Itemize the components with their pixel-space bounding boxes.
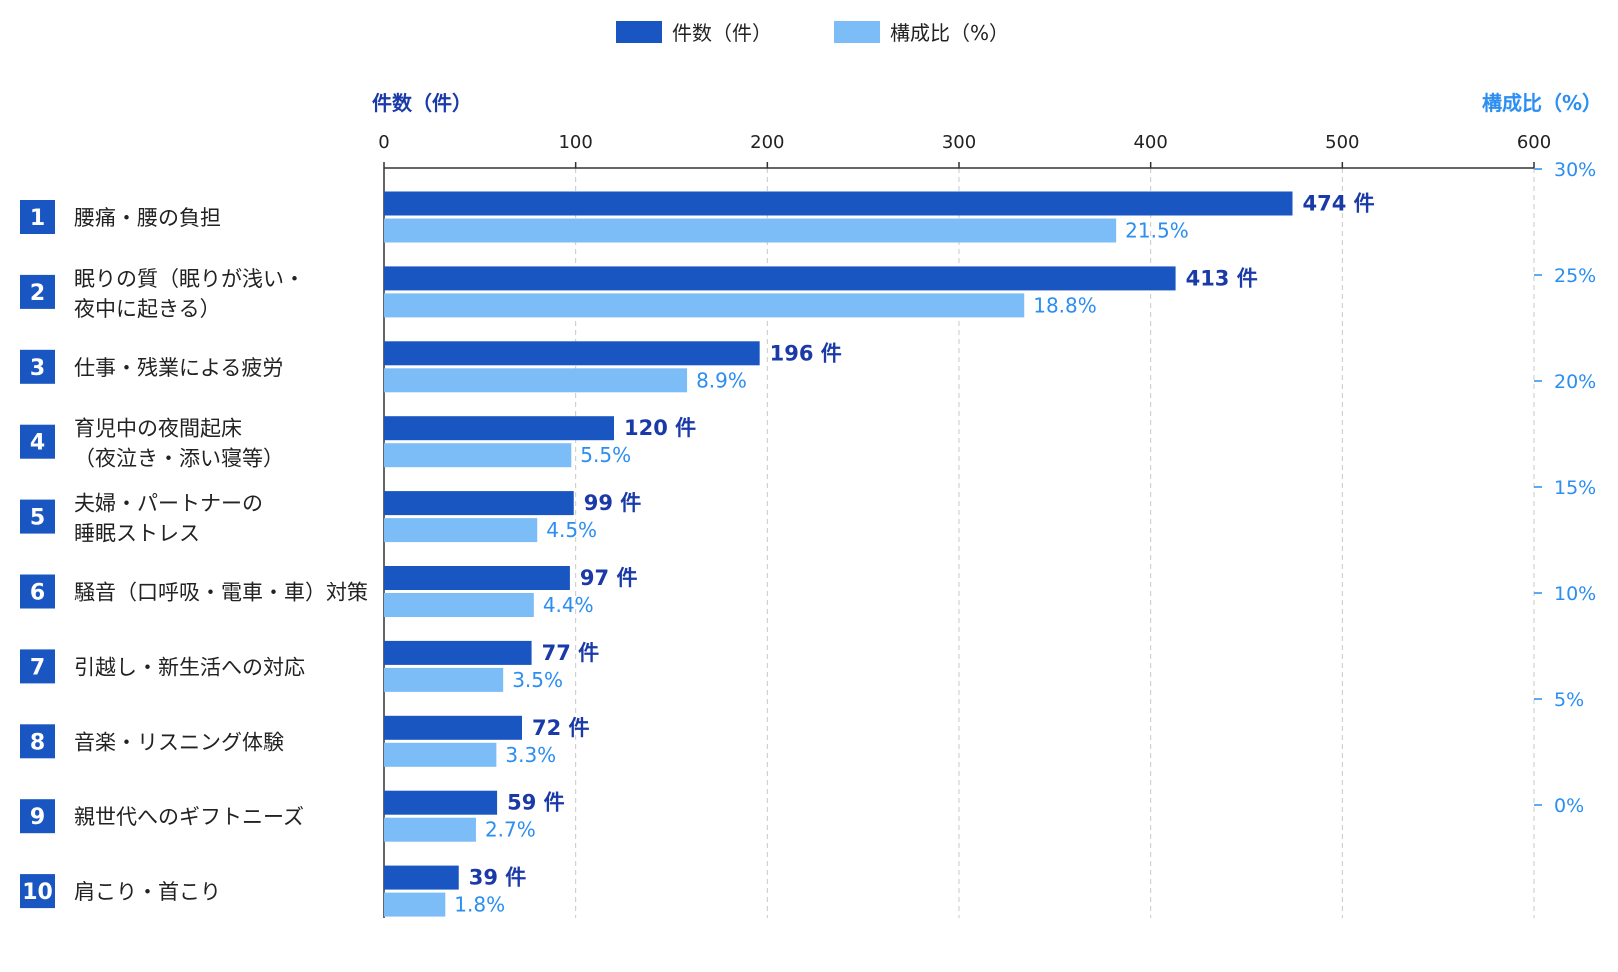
rank-badge: [20, 424, 55, 459]
rank-number: 7: [30, 655, 45, 680]
category-labels: 1 腰痛・腰の負担 2 眠りの質（眠りが浅い・夜中に起きる） 3 仕事・残業による疲労 4 育…: [20, 200, 368, 909]
category-label: 夜中に起きる）: [74, 297, 221, 321]
count-bar: [384, 790, 498, 815]
rank-number: 3: [30, 356, 45, 381]
right-axis-tick-label: 0%: [1554, 795, 1584, 817]
ratio-bar: [384, 892, 446, 917]
ratio-bar: [384, 443, 572, 468]
ratio-value-label: 2.7%: [485, 818, 536, 842]
count-bar: [384, 341, 760, 366]
top-axis-title: 件数（件）: [372, 91, 472, 115]
ratio-bar: [384, 593, 534, 617]
right-axis-title: 構成比（%）: [1482, 91, 1602, 115]
count-value-label: 77 件: [542, 641, 600, 665]
rank-number: 9: [30, 805, 45, 830]
legend-swatch-count: [616, 21, 662, 43]
category-label: 睡眠ストレス: [74, 522, 200, 546]
ratio-value-label: 21.5%: [1125, 219, 1189, 243]
rank-badge: [20, 200, 55, 234]
category-label: 親世代へのギフトニーズ: [74, 805, 304, 829]
rank-number: 5: [30, 506, 45, 531]
ratio-value-label: 18.8%: [1033, 293, 1097, 317]
count-bar: [384, 491, 574, 516]
count-bar: [384, 191, 1293, 216]
ratio-value-label: 4.5%: [546, 518, 597, 542]
grid-lines: [575, 168, 1535, 918]
bars: 474 件 21.5% 413 件 18.8% 196 件 8.9%120 件 5.5% 99…: [384, 191, 1375, 917]
category-label: 引越し・新生活への対応: [74, 655, 305, 679]
category-label: 夫婦・パートナーの: [74, 492, 263, 516]
rank-badge: [20, 874, 55, 909]
category-label: 音楽・リスニング体験: [74, 730, 284, 754]
rank-badge: [20, 349, 55, 384]
ratio-value-label: 5.5%: [580, 443, 631, 467]
top-axis-tick-label: 300: [942, 132, 976, 153]
count-value-label: 72 件: [532, 716, 590, 740]
count-value-label: 39 件: [469, 866, 527, 890]
ratio-bar: [384, 667, 504, 692]
rank-number: 1: [30, 206, 45, 231]
ratio-value-label: 1.8%: [454, 893, 505, 917]
ratio-value-label: 3.5%: [512, 668, 563, 692]
category-label: 育児中の夜間起床: [74, 417, 242, 441]
count-value-label: 196 件: [770, 341, 842, 365]
count-value-label: 120 件: [624, 416, 696, 440]
rank-badge: [20, 274, 55, 309]
count-value-label: 474 件: [1303, 192, 1375, 216]
count-bar: [384, 640, 532, 665]
legend-label-count: 件数（件）: [672, 21, 772, 45]
count-value-label: 99 件: [584, 491, 642, 515]
rank-number: 4: [30, 431, 45, 456]
rank-badge: [20, 649, 55, 684]
rank-number: 6: [30, 581, 45, 606]
top-axis-tick-label: 400: [1133, 132, 1167, 153]
category-label: 眠りの質（眠りが浅い・: [74, 267, 305, 291]
right-axis-tick-label: 20%: [1554, 371, 1596, 393]
ratio-bar: [384, 817, 476, 842]
category-label: 肩こり・首こり: [74, 880, 221, 904]
top-axis-tick-label: 500: [1325, 132, 1359, 153]
ratio-bar: [384, 368, 688, 393]
legend: 件数（件） 構成比（%）: [616, 21, 1009, 45]
category-label: 仕事・残業による疲労: [74, 356, 283, 380]
right-axis-tick-label: 10%: [1554, 583, 1596, 605]
count-bar: [384, 566, 570, 590]
top-axis-tick-label: 200: [750, 132, 784, 153]
top-axis-tick-label: 600: [1517, 132, 1551, 153]
category-label: （夜泣き・添い寝等）: [74, 447, 284, 471]
ratio-value-label: 8.9%: [696, 368, 747, 392]
count-bar: [384, 715, 522, 740]
rank-number: 8: [30, 730, 45, 755]
rank-badge: [20, 799, 55, 834]
count-value-label: 97 件: [580, 566, 638, 590]
right-axis-tick-label: 30%: [1554, 159, 1596, 181]
rank-badge: [20, 499, 55, 534]
legend-swatch-ratio: [834, 21, 880, 43]
category-label: 腰痛・腰の負担: [74, 206, 221, 230]
rank-badge: [20, 574, 55, 609]
top-axis-tick-label: 0: [378, 132, 389, 153]
ratio-bar: [384, 218, 1117, 243]
ratio-value-label: 4.4%: [543, 593, 594, 617]
count-value-label: 413 件: [1186, 266, 1258, 290]
ratio-bar: [384, 293, 1025, 318]
count-value-label: 59 件: [507, 791, 565, 815]
top-axis-tick-label: 100: [558, 132, 592, 153]
ratio-value-label: 3.3%: [505, 743, 556, 767]
rank-number: 2: [30, 281, 45, 306]
rank-number: 10: [22, 880, 53, 905]
count-bar: [384, 416, 614, 441]
right-axis-tick-label: 5%: [1554, 689, 1584, 711]
right-axis-tick-label: 25%: [1554, 265, 1596, 287]
category-label: 騒音（口呼吸・電車・車）対策: [74, 581, 368, 605]
count-bar: [384, 266, 1176, 291]
right-axis-tick-label: 15%: [1554, 477, 1596, 499]
ratio-bar: [384, 518, 538, 543]
rank-badge: [20, 724, 55, 759]
ratio-bar: [384, 742, 497, 767]
count-bar: [384, 865, 459, 890]
legend-label-ratio: 構成比（%）: [890, 21, 1009, 45]
